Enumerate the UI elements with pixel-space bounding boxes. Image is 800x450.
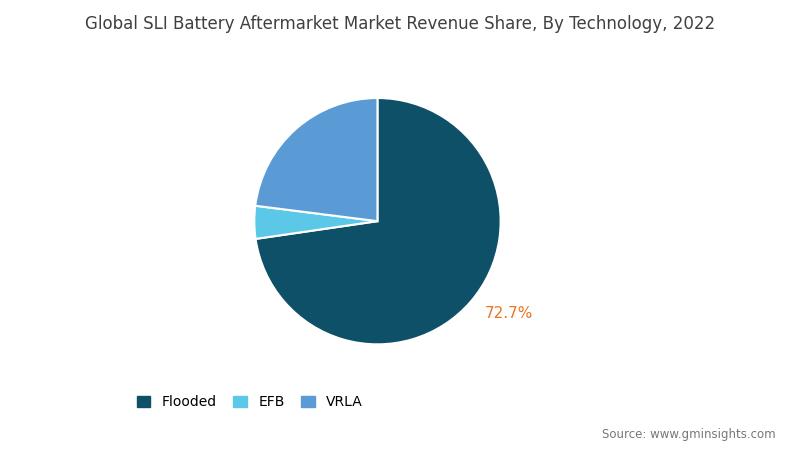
Title: Global SLI Battery Aftermarket Market Revenue Share, By Technology, 2022: Global SLI Battery Aftermarket Market Re… — [85, 15, 715, 33]
Text: Source: www.gminsights.com: Source: www.gminsights.com — [602, 428, 776, 441]
Wedge shape — [254, 206, 378, 239]
Wedge shape — [254, 206, 378, 239]
Text: 72.7%: 72.7% — [485, 306, 533, 321]
Legend: Flooded, EFB, VRLA: Flooded, EFB, VRLA — [131, 390, 369, 415]
Wedge shape — [255, 98, 501, 344]
Wedge shape — [255, 98, 378, 221]
Wedge shape — [255, 98, 378, 221]
Wedge shape — [255, 98, 501, 344]
